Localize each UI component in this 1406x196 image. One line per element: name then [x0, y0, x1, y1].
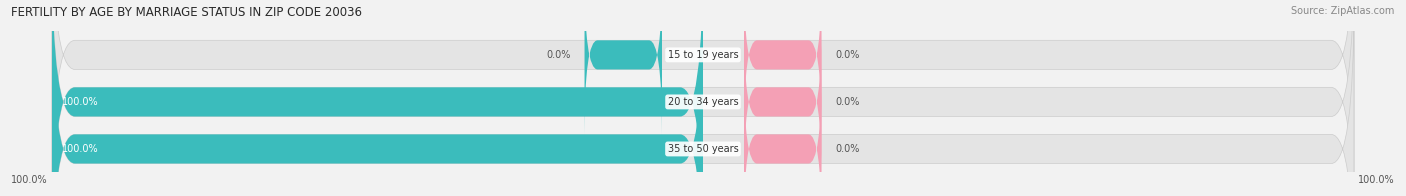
FancyBboxPatch shape — [744, 0, 821, 134]
FancyBboxPatch shape — [52, 0, 703, 196]
Text: 15 to 19 years: 15 to 19 years — [668, 50, 738, 60]
FancyBboxPatch shape — [52, 0, 1354, 196]
Text: 0.0%: 0.0% — [547, 50, 571, 60]
Text: 100.0%: 100.0% — [62, 144, 98, 154]
FancyBboxPatch shape — [52, 0, 703, 196]
Text: 0.0%: 0.0% — [835, 97, 859, 107]
Text: 35 to 50 years: 35 to 50 years — [668, 144, 738, 154]
Text: Source: ZipAtlas.com: Source: ZipAtlas.com — [1291, 6, 1395, 16]
Text: 0.0%: 0.0% — [835, 144, 859, 154]
Text: 0.0%: 0.0% — [835, 50, 859, 60]
Text: FERTILITY BY AGE BY MARRIAGE STATUS IN ZIP CODE 20036: FERTILITY BY AGE BY MARRIAGE STATUS IN Z… — [11, 6, 363, 19]
FancyBboxPatch shape — [585, 0, 662, 134]
FancyBboxPatch shape — [744, 22, 821, 181]
Text: 100.0%: 100.0% — [62, 97, 98, 107]
Text: 100.0%: 100.0% — [1358, 175, 1395, 185]
Text: 100.0%: 100.0% — [11, 175, 48, 185]
FancyBboxPatch shape — [52, 0, 1354, 196]
FancyBboxPatch shape — [52, 0, 1354, 196]
Text: 20 to 34 years: 20 to 34 years — [668, 97, 738, 107]
FancyBboxPatch shape — [744, 69, 821, 196]
